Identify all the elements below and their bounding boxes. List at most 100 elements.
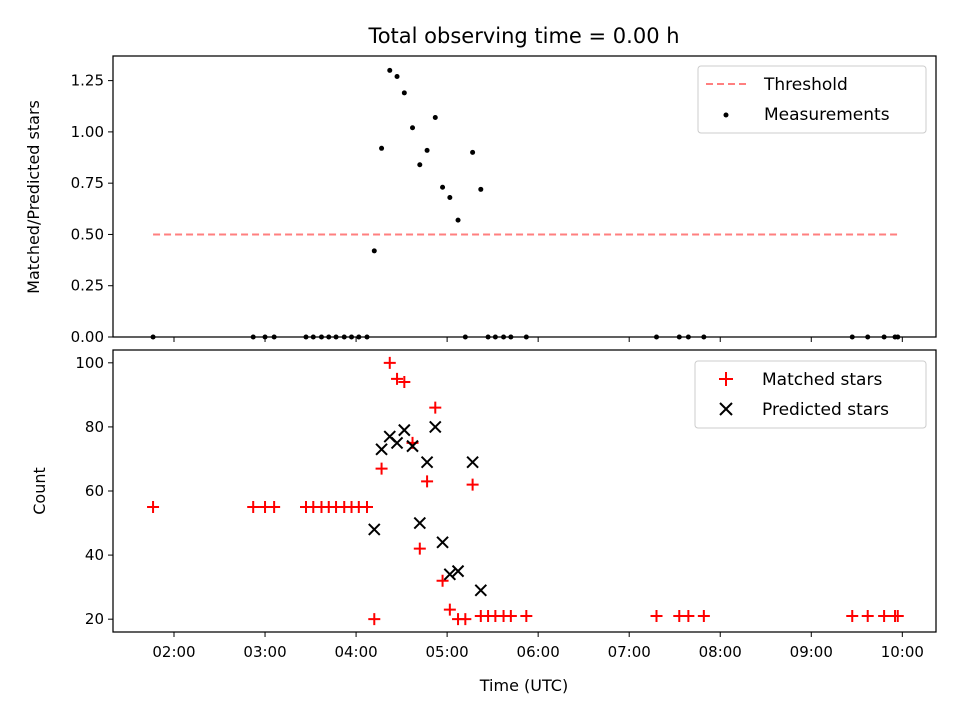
bottom-y-tick-label: 80 <box>85 418 104 436</box>
measurement-point <box>424 147 430 153</box>
top-y-axis-label: Matched/Predicted stars <box>24 100 43 294</box>
measurement-point <box>895 334 901 340</box>
measurement-point <box>356 334 362 340</box>
matched-star-point <box>268 501 281 514</box>
measurement-point <box>849 334 855 340</box>
predicted-star-point <box>375 443 388 456</box>
x-tick-label: 09:00 <box>790 643 833 661</box>
matched-star-point <box>891 609 904 622</box>
measurement-point <box>371 248 377 254</box>
top-y-tick-label: 1.25 <box>71 72 104 90</box>
matched-legend-marker <box>719 372 733 386</box>
x-tick-label: 08:00 <box>699 643 742 661</box>
measurement-point <box>271 334 277 340</box>
matched-star-point <box>391 372 404 385</box>
matched-star-point <box>383 356 396 369</box>
predicted-star-point <box>474 584 488 597</box>
predicted-star-point <box>451 564 465 578</box>
x-tick-label: 02:00 <box>152 643 195 661</box>
predicted-star-point <box>429 420 442 434</box>
chart-title: Total observing time = 0.00 h <box>367 24 679 48</box>
matched-star-point <box>861 609 874 622</box>
matched-star-point <box>421 475 434 488</box>
matched-star-point <box>459 613 472 626</box>
x-tick-label: 07:00 <box>608 643 651 661</box>
measurement-point <box>501 334 507 340</box>
measurement-point <box>470 149 476 155</box>
matched-star-point <box>504 609 517 622</box>
matched-star-point <box>398 376 411 389</box>
matched-star-point <box>375 462 388 475</box>
matched-star-point <box>682 609 695 622</box>
measurement-point <box>250 334 256 340</box>
measurement-point <box>492 334 498 340</box>
threshold-legend-label: Threshold <box>763 75 848 95</box>
measurement-point <box>364 334 370 340</box>
predicted-star-point <box>466 455 479 469</box>
matched-star-point <box>429 401 442 414</box>
predicted-star-point <box>413 516 427 530</box>
matched-star-point <box>697 609 710 622</box>
top-legend: Threshold Measurements <box>697 65 927 134</box>
measurement-point <box>341 334 347 340</box>
measurement-point <box>262 334 268 340</box>
measurement-point <box>303 334 309 340</box>
matched-star-point <box>466 478 479 491</box>
measurement-point <box>865 334 871 340</box>
top-y-tick-label: 0.75 <box>71 174 104 192</box>
measurement-point <box>410 125 416 131</box>
measurement-point <box>455 217 461 223</box>
measurement-point <box>701 334 707 340</box>
matched-legend-label: Matched stars <box>762 370 882 390</box>
predicted-legend-label: Predicted stars <box>762 400 889 420</box>
predicted-star-point <box>390 436 404 450</box>
bottom-y-tick-label: 100 <box>75 354 104 372</box>
top-y-tick-label: 0.00 <box>71 328 104 346</box>
measurement-point <box>310 334 316 340</box>
measurement-point <box>523 334 529 340</box>
measurements-legend-label: Measurements <box>764 105 890 125</box>
matched-star-point <box>520 609 533 622</box>
measurement-point <box>394 74 400 80</box>
bottom-y-tick-label: 60 <box>85 482 104 500</box>
x-tick-label: 03:00 <box>243 643 286 661</box>
measurements-legend-marker <box>723 112 729 118</box>
top-y-tick-label: 0.25 <box>71 277 104 295</box>
predicted-legend-marker <box>719 402 733 416</box>
top-y-tick-label: 0.50 <box>71 225 104 243</box>
matched-star-point <box>147 501 160 514</box>
measurement-point <box>654 334 660 340</box>
matched-star-point <box>443 603 456 616</box>
x-axis-label: Time (UTC) <box>479 676 568 695</box>
measurement-point <box>318 334 324 340</box>
matched-star-point <box>368 613 381 626</box>
matched-star-point <box>650 609 663 622</box>
measurement-point <box>676 334 682 340</box>
predicted-star-point <box>443 568 457 581</box>
measurement-point <box>881 334 887 340</box>
bottom-legend-box <box>694 360 927 429</box>
measurement-point <box>508 334 514 340</box>
x-tick-label: 10:00 <box>881 643 924 661</box>
predicted-star-point <box>406 439 419 453</box>
measurement-point <box>478 186 484 192</box>
matched-star-point <box>361 501 374 514</box>
matched-star-point <box>878 609 891 622</box>
predicted-star-point <box>398 423 411 437</box>
predicted-star-point <box>436 536 449 549</box>
measurement-point <box>387 67 393 73</box>
measurement-point <box>440 184 446 190</box>
measurement-point <box>447 195 453 201</box>
measurement-point <box>349 334 355 340</box>
x-tick-label: 05:00 <box>425 643 468 661</box>
matched-star-point <box>413 542 426 555</box>
matched-star-point <box>247 501 260 514</box>
measurement-point <box>417 162 423 168</box>
measurement-point <box>401 90 407 96</box>
measurement-point <box>333 334 339 340</box>
measurement-point <box>685 334 691 340</box>
x-tick-label: 04:00 <box>334 643 377 661</box>
bottom-y-tick-label: 40 <box>85 546 104 564</box>
bottom-legend: Matched stars Predicted stars <box>694 360 927 429</box>
